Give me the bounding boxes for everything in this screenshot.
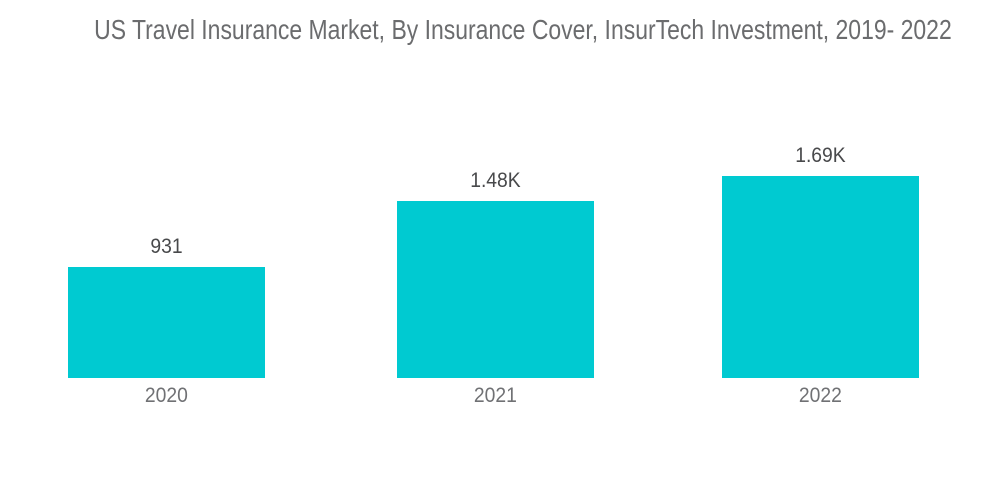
bar-value-label: 1.48K — [470, 169, 521, 192]
x-axis-tick-label: 2022 — [722, 384, 919, 408]
bar-column: 1.69K — [722, 144, 919, 378]
chart-title-text: US Travel Insurance Market, By Insurance… — [94, 14, 952, 45]
x-axis-tick-label: 2020 — [68, 384, 265, 408]
bar-value-label: 931 — [150, 235, 183, 258]
x-axis-tick-label-text: 2020 — [145, 384, 188, 407]
bar-column: 1.48K — [397, 169, 594, 378]
x-axis-tick-label-text: 2022 — [799, 384, 842, 407]
chart-title: US Travel Insurance Market, By Insurance… — [0, 14, 1000, 46]
bar-value-label: 1.69K — [795, 144, 846, 167]
bar — [68, 267, 265, 378]
x-axis-tick-label-text: 2021 — [474, 384, 517, 407]
bar-column: 931 — [68, 235, 265, 378]
bar — [397, 201, 594, 378]
bar — [722, 176, 919, 378]
x-axis-tick-label: 2021 — [397, 384, 594, 408]
